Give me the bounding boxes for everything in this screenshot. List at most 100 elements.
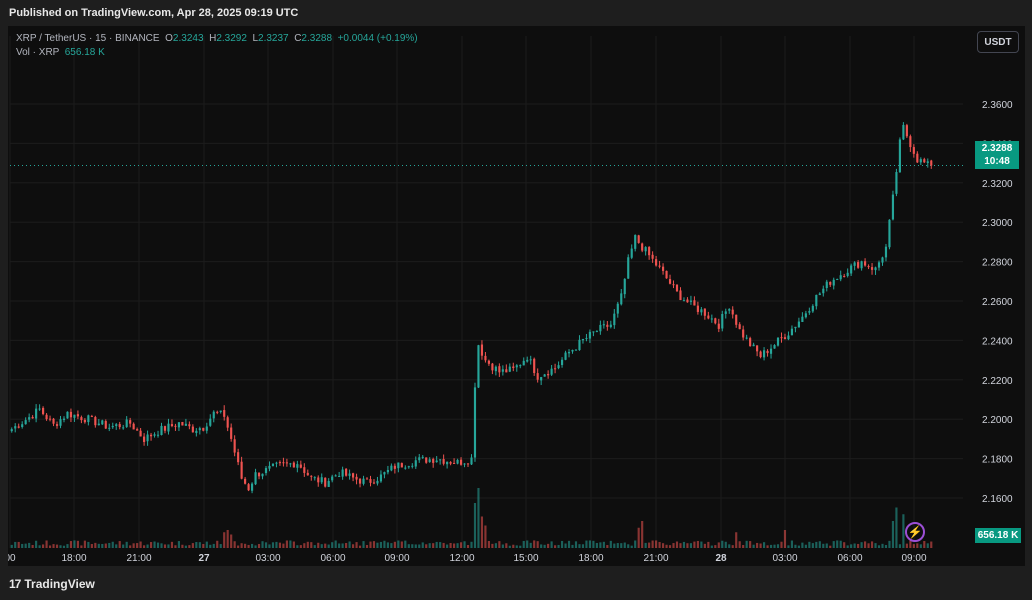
volume-bar bbox=[331, 542, 334, 548]
volume-bar bbox=[463, 541, 466, 548]
volume-bar bbox=[261, 541, 264, 548]
candle-body bbox=[682, 300, 686, 302]
candle-body bbox=[90, 416, 93, 418]
candle-body bbox=[571, 349, 574, 352]
volume-bar bbox=[501, 544, 504, 548]
candle-body bbox=[930, 160, 933, 166]
candle-body bbox=[547, 374, 550, 376]
price-tick-label: 2.3600 bbox=[982, 100, 1013, 111]
candle-body bbox=[860, 261, 863, 269]
candle-body bbox=[498, 366, 501, 373]
volume-bar bbox=[404, 540, 407, 548]
candle-body bbox=[637, 235, 640, 243]
candle-body bbox=[714, 318, 717, 324]
candle-body bbox=[745, 337, 748, 339]
candle-body bbox=[226, 417, 229, 428]
candle-body bbox=[69, 411, 73, 418]
candle-body bbox=[658, 265, 661, 267]
volume-bar bbox=[122, 544, 125, 548]
volume-bar bbox=[369, 541, 372, 548]
volume-bar bbox=[923, 541, 926, 548]
volume-bar bbox=[560, 540, 564, 548]
volume-bar bbox=[919, 544, 922, 548]
candle-body bbox=[303, 467, 306, 473]
candle-body bbox=[264, 468, 268, 474]
volume-bar bbox=[505, 543, 508, 548]
volume-bar bbox=[240, 543, 243, 548]
volume-bar bbox=[351, 544, 355, 548]
volume-bar bbox=[421, 542, 424, 548]
volume-label[interactable]: Vol · XRP bbox=[16, 47, 60, 58]
volume-bar bbox=[526, 540, 529, 548]
candle-body bbox=[463, 463, 466, 465]
currency-button[interactable]: USDT bbox=[977, 31, 1019, 53]
candle-body bbox=[564, 352, 567, 360]
volume-bar bbox=[494, 543, 497, 548]
candle-body bbox=[209, 418, 212, 426]
candle-body bbox=[414, 460, 417, 467]
symbol-label[interactable]: XRP / TetherUS · 15 · BINANCE bbox=[16, 33, 160, 44]
candle-body bbox=[857, 262, 860, 268]
volume-bar bbox=[285, 540, 288, 548]
close-value: 2.3288 bbox=[301, 33, 333, 44]
candlestick-chart[interactable]: 2.36002.34002.32002.30002.28002.26002.24… bbox=[8, 26, 1025, 566]
volume-bar bbox=[512, 544, 515, 548]
volume-bar bbox=[216, 540, 219, 548]
volume-bar bbox=[397, 540, 400, 548]
volume-bar bbox=[76, 540, 79, 548]
candle-body bbox=[442, 459, 445, 464]
candle-body bbox=[122, 427, 125, 429]
candle-body bbox=[292, 462, 295, 468]
volume-bar bbox=[550, 541, 553, 548]
time-tick-label: 06:00 bbox=[837, 553, 862, 564]
candle-body bbox=[348, 473, 351, 476]
candle-body bbox=[783, 337, 787, 340]
volume-bar bbox=[289, 540, 292, 548]
time-tick-label: 28 bbox=[715, 553, 727, 564]
volume-bar bbox=[916, 543, 919, 548]
volume-bar bbox=[191, 543, 194, 548]
candle-body bbox=[282, 462, 285, 464]
volume-bar bbox=[282, 543, 285, 548]
volume-bar bbox=[390, 543, 393, 548]
tradingview-logo[interactable]: 17 TradingView bbox=[9, 577, 95, 591]
volume-bar bbox=[45, 540, 48, 548]
candle-body bbox=[721, 313, 724, 329]
candle-body bbox=[397, 462, 400, 469]
volume-bar bbox=[310, 542, 313, 548]
candle-body bbox=[613, 313, 616, 326]
time-tick-label: 15:00 bbox=[513, 553, 538, 564]
candle-body bbox=[686, 299, 689, 303]
volume-bar bbox=[428, 543, 431, 548]
volume-bar bbox=[21, 543, 24, 548]
volume-bar bbox=[303, 543, 306, 548]
volume-bar bbox=[146, 544, 149, 548]
time-tick-label: 18:00 bbox=[578, 553, 603, 564]
published-label: Published on TradingView.com, Apr 28, 20… bbox=[9, 7, 299, 19]
candle-body bbox=[557, 365, 560, 369]
candle-body bbox=[526, 359, 529, 362]
candle-body bbox=[268, 465, 271, 469]
volume-bar bbox=[111, 541, 114, 548]
candle-body bbox=[585, 337, 588, 339]
candle-body bbox=[87, 415, 90, 423]
candle-body bbox=[738, 324, 741, 330]
chart-panel[interactable]: 2.36002.34002.32002.30002.28002.26002.24… bbox=[8, 26, 1025, 566]
candle-body bbox=[923, 159, 926, 163]
candle-body bbox=[491, 363, 494, 371]
volume-bar bbox=[661, 543, 665, 548]
low-value: 2.3237 bbox=[258, 33, 289, 44]
volume-bar bbox=[459, 542, 463, 548]
candle-body bbox=[247, 484, 250, 491]
candle-body bbox=[661, 266, 665, 271]
candle-body bbox=[505, 369, 508, 373]
volume-bar bbox=[738, 541, 741, 548]
lightning-bolt-icon[interactable]: ⚡ bbox=[905, 522, 925, 542]
candle-body bbox=[28, 417, 31, 420]
volume-bar bbox=[219, 544, 222, 548]
volume-bar bbox=[648, 542, 651, 548]
candle-body bbox=[376, 480, 379, 484]
ohlc-legend: XRP / TetherUS · 15 · BINANCE O2.3243 H2… bbox=[16, 33, 418, 44]
candle-body bbox=[916, 153, 919, 163]
volume-bar bbox=[52, 544, 55, 548]
